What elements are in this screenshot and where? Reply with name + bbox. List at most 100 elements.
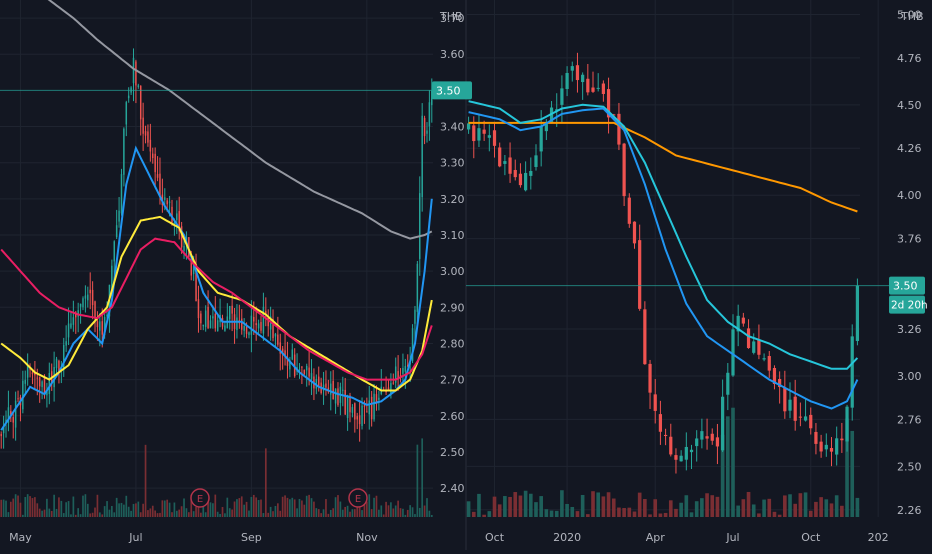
- volume-bar: [426, 498, 428, 517]
- volume-bar: [262, 513, 265, 517]
- volume-bar: [632, 511, 637, 517]
- volume-bar: [736, 505, 740, 517]
- volume-bar: [601, 496, 606, 517]
- candle-body: [487, 135, 491, 138]
- volume-bar: [50, 510, 53, 517]
- volume-bar: [397, 500, 399, 517]
- y-tick-label: 2.70: [440, 374, 465, 387]
- volume-bar: [363, 501, 366, 517]
- earnings-marker[interactable]: [348, 488, 368, 508]
- volume-bar: [375, 495, 378, 517]
- candle-body: [171, 206, 173, 223]
- volume-bar: [111, 505, 113, 517]
- candle-body: [89, 289, 91, 294]
- volume-bar: [361, 510, 363, 517]
- volume-bar: [341, 509, 344, 517]
- candle-body: [534, 155, 538, 167]
- volume-bar: [617, 507, 621, 517]
- candle-body: [344, 389, 346, 415]
- volume-bar: [209, 502, 212, 517]
- candle-body: [65, 341, 67, 346]
- last-price-tag: [432, 81, 472, 100]
- x-tick-label: Jul: [725, 531, 739, 544]
- volume-bar: [240, 496, 243, 517]
- candle-body: [197, 299, 200, 319]
- volume-bar: [303, 504, 306, 517]
- candle-body: [342, 389, 344, 391]
- volume-bar: [808, 510, 813, 517]
- volume-bar: [60, 500, 63, 517]
- volume-bar: [720, 434, 725, 517]
- candle-body: [387, 387, 390, 391]
- candle-body: [416, 263, 419, 312]
- volume-bar: [192, 511, 195, 517]
- x-tick-label: Oct: [801, 531, 821, 544]
- x-tick-label: Sep: [241, 531, 262, 544]
- volume-bar: [596, 492, 601, 517]
- volume-bar: [575, 511, 580, 517]
- volume-bar: [305, 495, 308, 517]
- candle-body: [118, 210, 120, 222]
- volume-bar: [204, 512, 207, 517]
- volume-bar: [513, 492, 518, 517]
- volume-bar: [106, 501, 108, 517]
- volume-bar: [250, 496, 253, 517]
- candle-body: [731, 329, 735, 376]
- volume-bar: [366, 501, 368, 517]
- volume-bar: [53, 494, 55, 517]
- candle-body: [674, 455, 678, 460]
- volume-bar: [214, 494, 217, 517]
- candle-body: [120, 174, 123, 214]
- volume-bar: [98, 512, 101, 517]
- candle-body: [695, 438, 699, 447]
- volume-bar: [329, 509, 332, 517]
- candle-body: [586, 78, 590, 93]
- candle-body: [612, 114, 616, 116]
- volume-bar: [154, 510, 157, 517]
- candle-body: [643, 309, 647, 365]
- candle-body: [96, 321, 99, 328]
- candle-body: [209, 320, 212, 329]
- candle-body: [466, 123, 471, 130]
- volume-bar: [423, 505, 426, 517]
- candle-body: [111, 265, 113, 290]
- volume-bar: [746, 491, 751, 517]
- candle-body: [498, 147, 502, 167]
- candle-body: [689, 449, 694, 453]
- earnings-marker[interactable]: [190, 488, 210, 508]
- volume-bar: [269, 506, 272, 517]
- volume-bar: [236, 499, 238, 517]
- volume-bar: [382, 514, 385, 517]
- moving-average-orange: [468, 121, 858, 213]
- volume-bar: [741, 499, 746, 517]
- moving-average-blue: [468, 107, 859, 410]
- candle-body: [524, 172, 528, 191]
- candle-body: [752, 341, 756, 353]
- candle-body: [281, 348, 284, 355]
- candle-body: [214, 313, 217, 329]
- candle-body: [144, 131, 147, 136]
- volume-bar: [212, 503, 214, 517]
- candle-body: [544, 124, 548, 132]
- volume-bar: [89, 513, 92, 517]
- candle-body: [298, 369, 301, 371]
- volume-bar: [276, 503, 279, 517]
- candle-body: [596, 87, 600, 89]
- candle-body: [255, 323, 257, 326]
- candle-body: [317, 376, 320, 387]
- volume-bar: [17, 495, 19, 517]
- candle-body: [356, 416, 358, 420]
- x-tick-label: Nov: [356, 531, 378, 544]
- volume-bar: [86, 503, 89, 517]
- candle-body: [392, 382, 395, 384]
- candle-body: [850, 336, 854, 408]
- volume-bar: [421, 438, 424, 517]
- candle-body: [250, 315, 253, 335]
- volume-bar: [72, 496, 75, 517]
- volume-bar: [101, 514, 104, 517]
- candle-body: [7, 407, 10, 423]
- candle-body: [793, 396, 797, 421]
- volume-bar: [783, 495, 787, 517]
- volume-bar: [26, 494, 29, 517]
- candle-body: [472, 125, 476, 142]
